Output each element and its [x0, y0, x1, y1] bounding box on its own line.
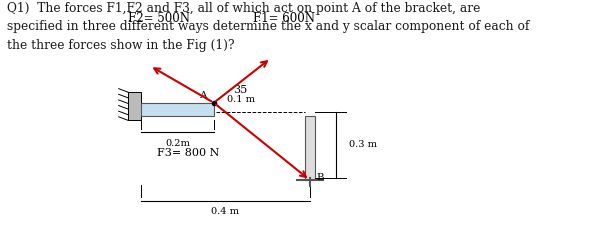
Text: F1= 600N: F1= 600N — [253, 13, 315, 25]
Bar — [128, 92, 141, 120]
Text: 0.2m: 0.2m — [165, 139, 190, 148]
Bar — [306, 116, 314, 180]
Bar — [141, 103, 214, 116]
Text: 35: 35 — [233, 84, 248, 95]
Text: 0.3 m: 0.3 m — [349, 140, 377, 149]
Text: B: B — [316, 173, 324, 182]
Text: F2= 500N: F2= 500N — [128, 13, 190, 25]
Text: 0.1 m: 0.1 m — [227, 95, 255, 104]
Text: F3= 800 N: F3= 800 N — [157, 148, 219, 158]
Text: Q1)  The forces F1,F2 and F3, all of which act on point A of the bracket, are
sp: Q1) The forces F1,F2 and F3, all of whic… — [7, 2, 530, 52]
Text: A: A — [199, 91, 206, 100]
Text: 0.4 m: 0.4 m — [212, 207, 239, 216]
